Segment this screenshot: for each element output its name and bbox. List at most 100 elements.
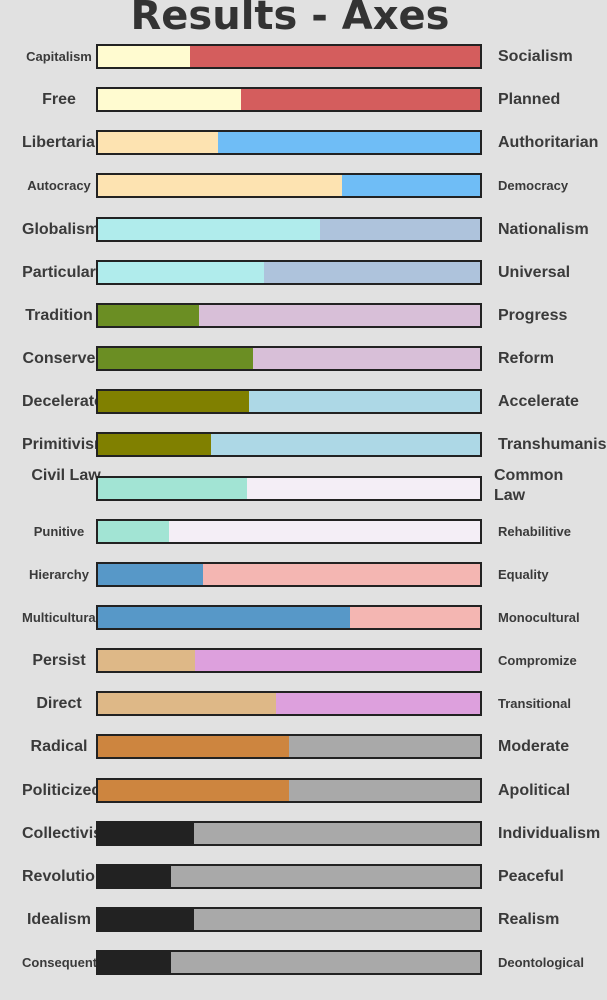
axis-left-label: Globalism	[22, 221, 96, 238]
axis-right-label: Democracy	[498, 178, 569, 193]
axis-right-label: Accelerate	[498, 393, 579, 410]
axis-row: Tradition Progress	[0, 303, 607, 343]
axis-bar	[96, 562, 482, 587]
axis-left-label: Autocracy	[27, 178, 91, 193]
axis-right-label: Reform	[498, 350, 555, 367]
axis-row: Multicultural Monocultural	[0, 605, 607, 645]
bar-right-segment	[189, 46, 480, 67]
axis-right-label: Progress	[498, 307, 568, 324]
bar-right-segment	[193, 823, 480, 844]
bar-right-segment	[248, 391, 480, 412]
axis-bar	[96, 648, 482, 673]
axis-row: Capitalism Socialism	[0, 44, 607, 84]
axis-row: Hierarchy Equality	[0, 562, 607, 602]
bar-right-segment	[252, 348, 480, 369]
bar-left-segment	[98, 909, 194, 930]
axis-row: Free Planned	[0, 87, 607, 127]
bar-left-segment	[98, 305, 200, 326]
axis-bar	[96, 821, 482, 846]
axis-bar	[96, 864, 482, 889]
axis-right-label: Transhumanism	[498, 436, 607, 453]
chart-title: Results - Axes	[130, 0, 450, 39]
axis-row: Revolution Peaceful	[0, 864, 607, 904]
bar-left-segment	[98, 262, 265, 283]
bar-left-segment	[98, 736, 289, 757]
bar-right-segment	[199, 305, 480, 326]
axis-row: Idealism Realism	[0, 907, 607, 947]
axis-row: Civil Law Common Law	[0, 467, 607, 516]
bar-left-segment	[98, 434, 211, 455]
axis-right-label: Planned	[498, 91, 561, 108]
bar-right-segment	[246, 478, 480, 499]
axis-bar	[96, 87, 482, 112]
axis-left-label: Persist	[32, 652, 86, 669]
bar-left-segment	[98, 866, 171, 887]
bar-right-segment	[289, 780, 480, 801]
axis-left-label: Decelerate	[22, 393, 96, 410]
bar-right-segment	[241, 89, 480, 110]
axis-right-label: Socialism	[498, 48, 573, 65]
axis-bar	[96, 476, 482, 501]
bar-right-segment	[168, 521, 480, 542]
axis-right-label: Universal	[498, 264, 571, 281]
axis-right-label: Peaceful	[498, 868, 564, 885]
bar-left-segment	[98, 478, 247, 499]
bar-right-segment	[264, 262, 480, 283]
axis-left-label: Libertarian	[22, 134, 96, 151]
bar-left-segment	[98, 693, 276, 714]
axis-right-label: Realism	[498, 911, 560, 928]
axis-left-label: Direct	[36, 695, 82, 712]
bar-right-segment	[275, 693, 480, 714]
axis-right-label: Apolitical	[498, 782, 571, 799]
bar-right-segment	[319, 219, 480, 240]
bar-right-segment	[195, 650, 480, 671]
axis-row: Decelerate Accelerate	[0, 389, 607, 429]
axis-row: Consequentalism Deontological	[0, 950, 607, 990]
axis-right-label: Authoritarian	[498, 134, 599, 151]
axis-right-label: Moderate	[498, 738, 570, 755]
bar-left-segment	[98, 952, 171, 973]
axis-row: Collectivism Individualism	[0, 821, 607, 861]
bar-left-segment	[98, 607, 351, 628]
axis-row: Conserve Reform	[0, 346, 607, 386]
axis-left-label: Free	[42, 91, 76, 108]
axis-left-label: Conserve	[22, 350, 96, 367]
axis-bar	[96, 734, 482, 759]
axis-left-label: Multicultural	[22, 610, 96, 625]
axis-bar	[96, 605, 482, 630]
axis-row: Punitive Rehabilitive	[0, 519, 607, 559]
axis-right-label: Compromize	[498, 653, 577, 668]
axis-row: Globalism Nationalism	[0, 217, 607, 257]
axis-left-label: Revolution	[22, 868, 96, 885]
axis-row: Radical Moderate	[0, 734, 607, 774]
axis-right-label: Transitional	[498, 696, 571, 711]
bar-right-segment	[342, 175, 480, 196]
axis-left-label: Idealism	[26, 911, 92, 928]
bar-left-segment	[98, 219, 320, 240]
axis-left-label: Collectivism	[22, 825, 96, 842]
axis-row: Direct Transitional	[0, 691, 607, 731]
axis-bar	[96, 907, 482, 932]
bar-right-segment	[350, 607, 480, 628]
bar-right-segment	[203, 564, 480, 585]
axis-row: Persist Compromize	[0, 648, 607, 688]
axis-left-label: Particular	[22, 264, 96, 281]
axis-left-label: Primitivism	[22, 436, 96, 453]
axis-bar	[96, 44, 482, 69]
bar-left-segment	[98, 780, 289, 801]
axis-row: Libertarian Authoritarian	[0, 130, 607, 170]
axis-bar	[96, 217, 482, 242]
bar-right-segment	[193, 909, 480, 930]
axis-right-label: Equality	[498, 567, 549, 582]
bar-left-segment	[98, 132, 219, 153]
axis-row: Politicized Apolitical	[0, 778, 607, 818]
axis-row: Autocracy Democracy	[0, 173, 607, 213]
axis-row: Particular Universal	[0, 260, 607, 300]
axis-bar	[96, 346, 482, 371]
axis-right-label: Common Law	[494, 467, 564, 504]
bar-right-segment	[210, 434, 480, 455]
bar-right-segment	[170, 866, 480, 887]
bar-right-segment	[289, 736, 480, 757]
bar-left-segment	[98, 650, 196, 671]
axis-left-label: Hierarchy	[29, 567, 89, 582]
